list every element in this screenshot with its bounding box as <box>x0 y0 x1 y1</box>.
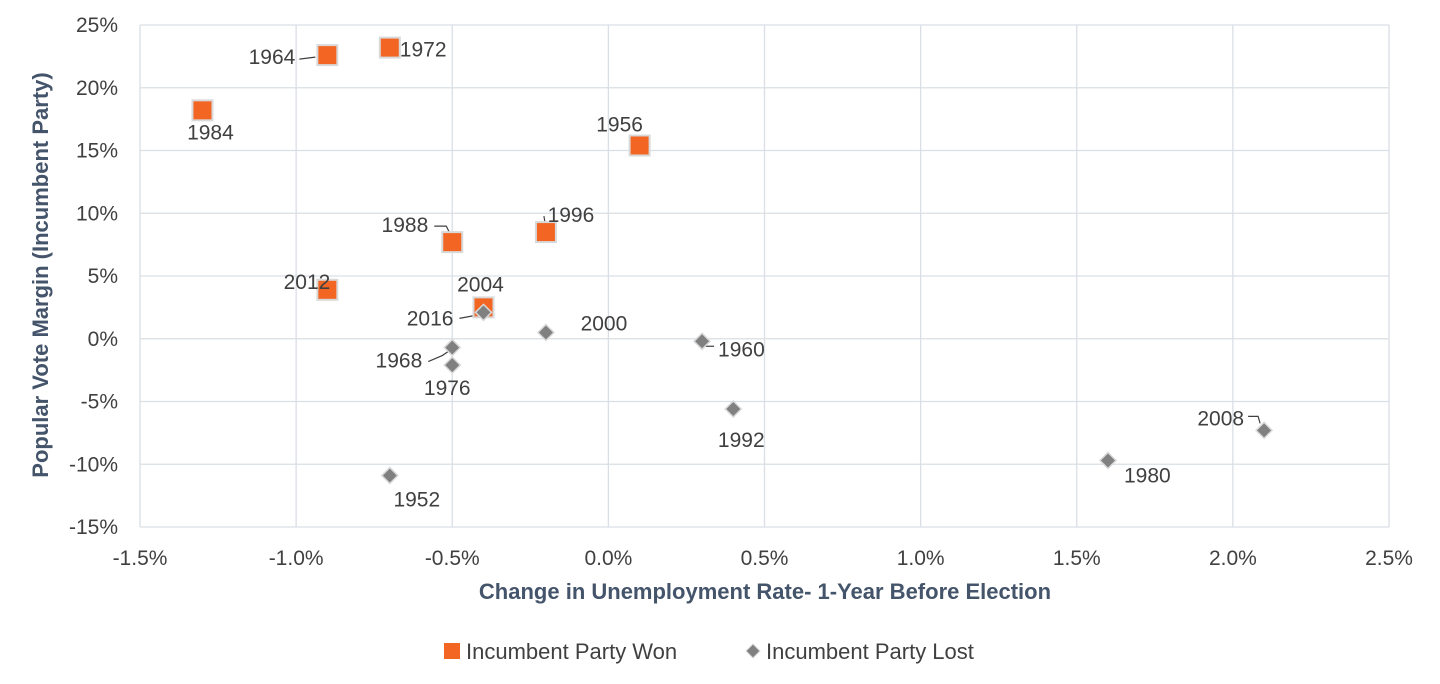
point-label-1964: 1964 <box>249 46 296 69</box>
point-label-2008: 2008 <box>1197 407 1244 430</box>
y-tick-label: -10% <box>69 453 118 476</box>
data-point-1992-diamond-marker <box>724 399 743 419</box>
point-label-2004: 2004 <box>457 273 504 296</box>
label-connector-2008 <box>1248 415 1261 424</box>
x-axis-title: Change in Unemployment Rate- 1-Year Befo… <box>479 579 1051 604</box>
legend: Incumbent Party Won Incumbent Party Lost <box>444 639 974 664</box>
point-label-1976: 1976 <box>424 377 471 400</box>
y-tick-label: 10% <box>76 202 118 225</box>
data-point-1980-diamond-marker <box>1098 451 1118 470</box>
y-axis-title: Popular Vote Margin (Incumbent Party) <box>28 72 53 477</box>
point-label-2016: 2016 <box>407 307 454 330</box>
data-point-1952-diamond-marker <box>380 466 399 485</box>
x-tick-label: 2.0% <box>1209 547 1257 570</box>
y-tick-label: 25% <box>76 14 118 37</box>
data-point-2000-diamond-marker <box>536 323 555 342</box>
data-point-2012-square-marker <box>316 278 339 301</box>
legend-lost-diamond-marker <box>745 643 761 659</box>
point-label-1992: 1992 <box>718 429 765 452</box>
gridlines <box>139 24 1390 528</box>
point-label-1960: 1960 <box>718 338 765 361</box>
data-point-1960-diamond-marker <box>692 332 712 351</box>
data-point-1972-square-marker <box>378 36 401 59</box>
x-tick-label: -1.0% <box>269 547 324 570</box>
point-label-1996: 1996 <box>548 204 595 227</box>
label-connector-1964 <box>299 56 316 60</box>
point-label-1980: 1980 <box>1124 464 1171 487</box>
legend-lost-label: Incumbent Party Lost <box>766 639 974 664</box>
data-point-1976-diamond-marker <box>443 356 462 375</box>
legend-won-square-marker <box>444 643 460 659</box>
label-connector-1968 <box>428 351 449 363</box>
y-tick-label: -5% <box>81 391 118 414</box>
point-label-1968: 1968 <box>376 350 423 373</box>
x-tick-label: -1.5% <box>113 547 168 570</box>
point-label-2000: 2000 <box>581 312 628 335</box>
data-point-1988-square-marker <box>441 231 464 254</box>
point-label-1972: 1972 <box>400 39 447 62</box>
point-label-1984: 1984 <box>187 121 234 144</box>
y-tick-label: 15% <box>76 140 118 163</box>
data-point-2016-diamond-marker <box>474 303 493 322</box>
x-tick-label: 0.5% <box>741 547 789 570</box>
y-tick-label: 20% <box>76 77 118 100</box>
legend-won-label: Incumbent Party Won <box>466 639 677 664</box>
point-label-2012: 2012 <box>284 271 331 294</box>
y-axis-ticks: -15% -10% -5% 0% 5% 10% 15% 20% 25% <box>69 14 118 539</box>
y-tick-label: 5% <box>88 265 118 288</box>
data-point-1984-square-marker <box>191 99 214 122</box>
data-points <box>191 36 1274 485</box>
y-tick-label: 0% <box>88 328 118 351</box>
x-tick-label: 1.0% <box>897 547 945 570</box>
x-tick-label: 1.5% <box>1053 547 1101 570</box>
x-tick-label: 2.5% <box>1365 547 1413 570</box>
data-point-1968-diamond-marker <box>443 338 462 357</box>
point-label-1988: 1988 <box>382 214 429 237</box>
data-point-1964-square-marker <box>316 44 339 67</box>
y-tick-label: -15% <box>69 516 118 539</box>
x-tick-label: 0.0% <box>584 547 632 570</box>
point-label-1956: 1956 <box>596 113 643 136</box>
data-point-2008-diamond-marker <box>1255 421 1274 440</box>
data-point-1996-square-marker <box>534 221 557 244</box>
x-axis-ticks: -1.5% -1.0% -0.5% 0.0% 0.5% 1.0% 1.5% 2.0% 2.5% <box>113 547 1413 570</box>
x-tick-label: -0.5% <box>425 547 480 570</box>
point-label-1952: 1952 <box>393 489 440 512</box>
data-point-1956-square-marker <box>628 134 651 157</box>
